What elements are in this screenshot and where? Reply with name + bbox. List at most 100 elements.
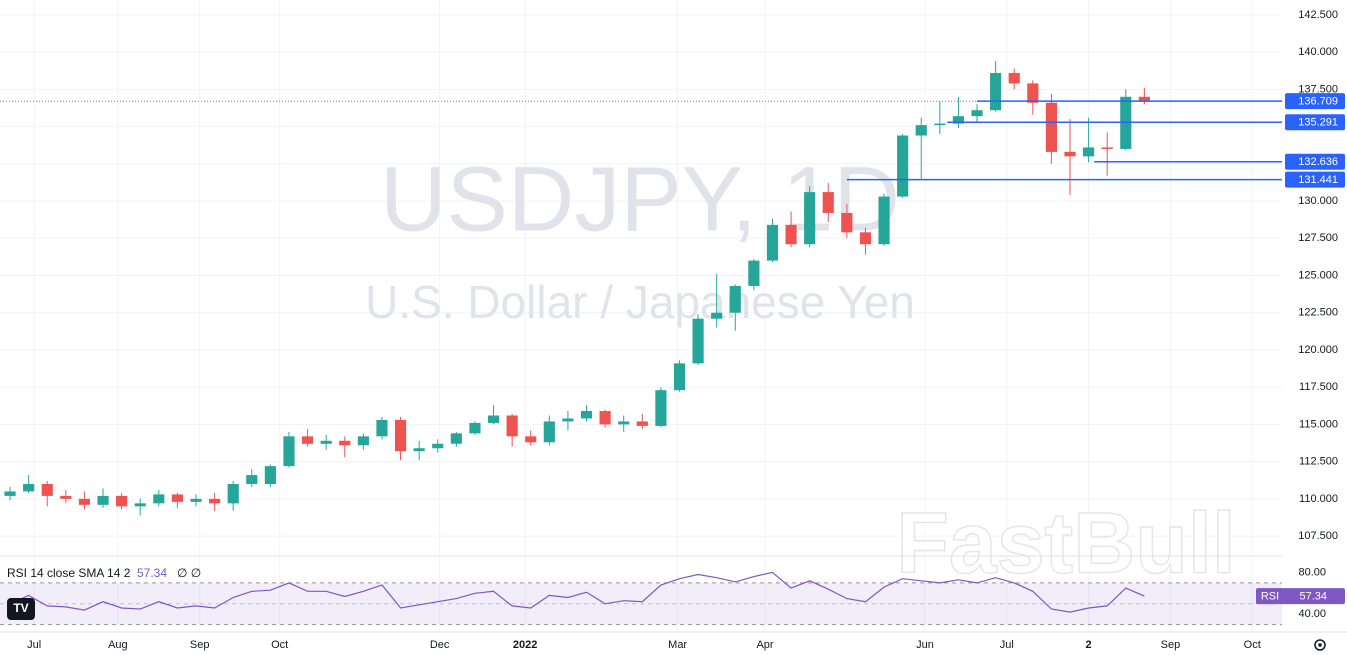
y-tick-label: 122.500 <box>1298 307 1338 319</box>
candle-body <box>23 483 35 492</box>
candle-body <box>1138 96 1150 102</box>
rsi-badge <box>1256 588 1345 605</box>
candle-body <box>134 503 146 507</box>
level-label: 136.709 <box>1298 96 1338 108</box>
level-badge <box>1285 153 1345 170</box>
y-tick-label: 140.000 <box>1298 46 1338 58</box>
symbol-watermark: USDJPY, 1D <box>380 148 900 250</box>
candle-body <box>748 260 760 286</box>
settings-button[interactable] <box>1314 639 1326 651</box>
candle-body <box>357 436 369 446</box>
tradingview-logo[interactable]: TV <box>7 598 35 620</box>
candle-body <box>618 421 630 425</box>
candle-body <box>97 495 109 505</box>
y-tick-label: 110.000 <box>1299 493 1338 505</box>
candle-body <box>450 433 462 444</box>
y-tick-label: 107.500 <box>1298 530 1338 542</box>
candle-body <box>990 72 1002 111</box>
rsi-title: RSI 14 close SMA 14 2 <box>7 566 131 580</box>
x-tick-label: Jul <box>1000 639 1014 651</box>
gear-center[interactable] <box>1318 643 1322 647</box>
candle-body <box>915 125 927 136</box>
candle-body <box>4 491 16 496</box>
y-tick-label: 130.000 <box>1298 195 1338 207</box>
y-tick-label: 127.500 <box>1298 232 1338 244</box>
candle-body <box>859 232 872 245</box>
candle-body <box>952 116 965 124</box>
level-label: 132.636 <box>1298 156 1338 168</box>
candle-body <box>1045 102 1057 152</box>
candle-body <box>711 312 723 319</box>
rsi-header-value: 57.34 <box>137 566 167 580</box>
logo-mark[interactable]: TV <box>13 601 28 615</box>
grid <box>0 0 1282 632</box>
candle-body <box>487 415 500 423</box>
candle-body <box>525 436 537 443</box>
candle-body <box>209 498 221 504</box>
candle-body <box>673 363 686 391</box>
x-tick-label: 2022 <box>513 639 537 651</box>
candle-body <box>562 418 574 422</box>
candle-body <box>432 443 444 449</box>
candle-body <box>41 483 53 496</box>
candle-body <box>116 495 128 507</box>
x-tick-label: Mar <box>668 639 687 651</box>
y-tick-label: 117.500 <box>1299 381 1338 393</box>
candle-body <box>153 494 165 504</box>
rsi-badge-value: 57.34 <box>1299 591 1327 603</box>
candle-body <box>339 440 351 446</box>
level-badge <box>1285 114 1345 131</box>
y-tick-label: 115.000 <box>1299 418 1338 430</box>
candle-body <box>171 494 183 502</box>
candle-body <box>636 421 648 426</box>
candle-body <box>320 440 332 444</box>
candle-body <box>413 448 425 452</box>
candle-body <box>394 419 407 452</box>
x-tick-label: 2 <box>1086 639 1092 651</box>
candle-body <box>376 419 388 437</box>
candle-body <box>766 224 779 261</box>
candle-body <box>971 110 983 117</box>
x-tick-label: Oct <box>271 639 288 651</box>
candle-body <box>264 466 276 484</box>
candle-body <box>190 498 202 502</box>
rsi-pane <box>0 571 1282 626</box>
level-badge <box>1285 171 1345 188</box>
y-tick-label: 120.000 <box>1298 344 1338 356</box>
candle-body <box>283 436 295 467</box>
y-tick-label: 137.500 <box>1298 83 1338 95</box>
x-tick-label: Jun <box>916 639 934 651</box>
candle-body <box>822 192 834 213</box>
candle-body <box>729 285 741 313</box>
y-tick-label: 142.500 <box>1298 9 1338 21</box>
description-watermark: U.S. Dollar / Japanese Yen <box>365 276 915 328</box>
x-tick-label: Aug <box>108 639 128 651</box>
x-tick-label: Sep <box>1161 639 1181 651</box>
x-tick-label: Oct <box>1244 639 1261 651</box>
candle-body <box>785 224 797 245</box>
y-tick-label: 125.000 <box>1298 269 1338 281</box>
rsi-band <box>0 582 1282 625</box>
candle-body <box>506 415 518 437</box>
candle-body <box>804 192 816 245</box>
candle-body <box>1027 83 1039 103</box>
brand-watermark: FastBull <box>896 496 1235 592</box>
candle-body <box>469 422 481 434</box>
x-tick-label: Dec <box>430 639 450 651</box>
candle-body <box>543 421 555 443</box>
candle-body <box>655 390 667 426</box>
candle-body <box>78 498 91 505</box>
x-tick-label: Apr <box>756 639 773 651</box>
plot <box>0 61 1282 516</box>
candle-body <box>1064 151 1076 157</box>
candle-body <box>934 123 946 126</box>
candle-body <box>1101 147 1113 149</box>
axes: 107.500 110.000 112.500 115.000 117.500 120.0… <box>27 9 1345 651</box>
gear-icon[interactable] <box>1314 639 1326 651</box>
candle-body <box>878 196 890 245</box>
candle-body <box>1083 147 1095 157</box>
logo-box[interactable] <box>7 598 35 620</box>
candle-body <box>841 212 853 233</box>
rsi-badge-name: RSI <box>1261 591 1279 603</box>
